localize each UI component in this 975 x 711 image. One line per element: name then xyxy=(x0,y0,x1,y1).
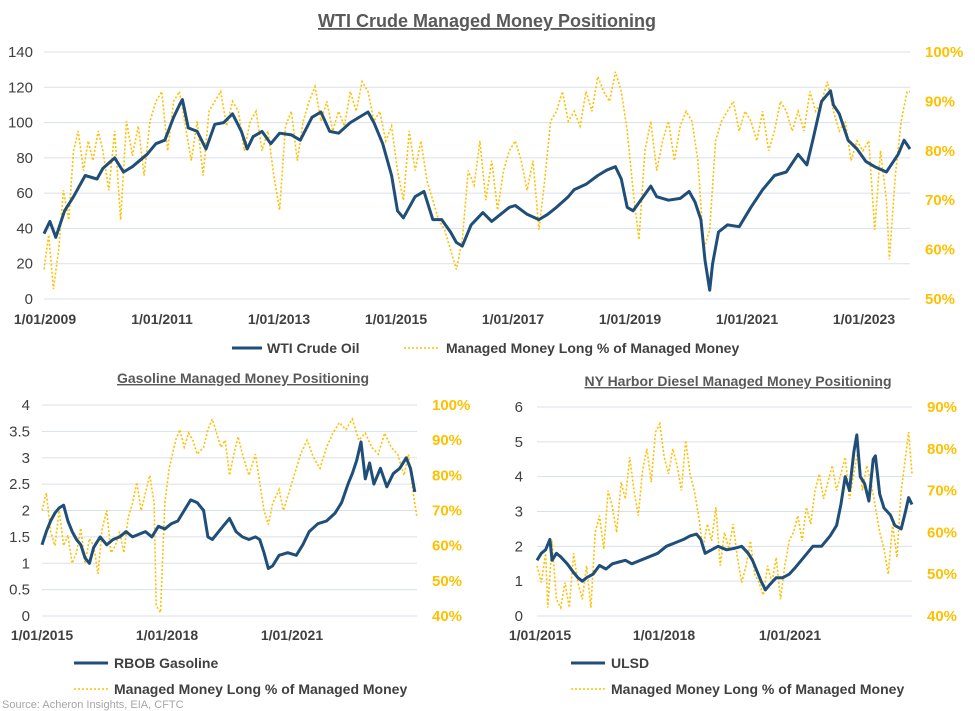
left-axis-tick: 6 xyxy=(515,399,523,416)
legend-label-wti-crude: WTI Crude Oil xyxy=(267,340,360,356)
gasoline-chart-title: Gasoline Managed Money Positioning xyxy=(117,370,369,386)
right-axis-tick: 80% xyxy=(927,441,957,458)
diesel-chart-title: NY Harbor Diesel Managed Money Positioni… xyxy=(584,373,891,389)
left-axis-tick: 0 xyxy=(25,291,33,308)
left-axis-tick: 2 xyxy=(515,538,523,555)
left-axis-tick: 4 xyxy=(22,397,30,414)
left-axis-tick: 60 xyxy=(16,185,33,202)
gasoline-legend: RBOB Gasoline Managed Money Long % of Ma… xyxy=(74,655,407,697)
price-series-line xyxy=(40,440,417,570)
legend-label-ulsd: ULSD xyxy=(611,655,649,671)
right-axis-tick: 80% xyxy=(432,467,462,484)
left-axis-tick: 3 xyxy=(22,450,30,467)
left-axis-tick: 1 xyxy=(515,573,523,590)
x-axis-tick: 1/01/2009 xyxy=(14,311,76,327)
x-axis-tick: 1/01/2019 xyxy=(599,311,661,327)
left-axis-tick: 0.5 xyxy=(9,582,30,599)
right-axis-tick: 70% xyxy=(927,483,957,500)
x-axis-tick: 1/01/2013 xyxy=(248,311,310,327)
left-axis-tick: 0 xyxy=(515,608,523,625)
source-note: Source: Acheron Insights, EIA, CFTC xyxy=(2,699,184,711)
x-axis-tick: 1/01/2021 xyxy=(759,627,821,643)
right-axis-tick: 70% xyxy=(925,192,955,209)
right-axis-tick: 100% xyxy=(925,44,963,61)
legend-label-managed-money: Managed Money Long % of Managed Money xyxy=(446,340,739,356)
wti-chart-title: WTI Crude Managed Money Positioning xyxy=(318,11,656,31)
x-axis-tick: 1/01/2015 xyxy=(365,311,427,327)
x-axis-tick: 1/01/2018 xyxy=(633,627,695,643)
legend-label-gasoline-managed-money: Managed Money Long % of Managed Money xyxy=(114,681,407,697)
right-axis-tick: 40% xyxy=(927,608,957,625)
x-axis-tick: 1/01/2021 xyxy=(716,311,778,327)
diesel-chart: NY Harbor Diesel Managed Money Positioni… xyxy=(509,373,957,697)
legend-label-rbob-gasoline: RBOB Gasoline xyxy=(114,655,218,671)
price-series-line xyxy=(535,433,914,592)
legend-label-diesel-managed-money: Managed Money Long % of Managed Money xyxy=(611,681,904,697)
x-axis-tick: 1/01/2023 xyxy=(833,311,895,327)
wti-chart: WTI Crude Managed Money Positioning 0 20 4… xyxy=(8,11,963,356)
gasoline-chart: Gasoline Managed Money Positioning 0 0.5 1… xyxy=(9,370,470,697)
left-axis-tick: 40 xyxy=(16,220,33,237)
left-axis-tick: 140 xyxy=(8,44,33,61)
right-axis-tick: 100% xyxy=(432,397,470,414)
left-axis-tick: 100 xyxy=(8,115,33,132)
right-axis-tick: 90% xyxy=(927,399,957,416)
left-axis-tick: 120 xyxy=(8,79,33,96)
right-axis-tick: 90% xyxy=(925,93,955,110)
right-axis-tick: 60% xyxy=(432,538,462,555)
x-axis-tick: 1/01/2017 xyxy=(482,311,544,327)
x-axis-tick: 1/01/2021 xyxy=(261,627,323,643)
right-axis-tick: 80% xyxy=(925,143,955,160)
wti-legend: WTI Crude Oil Managed Money Long % of Ma… xyxy=(232,340,739,356)
right-axis-tick: 40% xyxy=(432,608,462,625)
left-axis-tick: 80 xyxy=(16,150,33,167)
left-axis-tick: 3.5 xyxy=(9,423,30,440)
right-axis-tick: 90% xyxy=(432,432,462,449)
right-axis-tick: 50% xyxy=(925,291,955,308)
right-axis-tick: 60% xyxy=(927,524,957,541)
left-axis-tick: 0 xyxy=(22,608,30,625)
x-axis-tick: 1/01/2018 xyxy=(136,627,198,643)
left-axis-tick: 20 xyxy=(16,256,33,273)
price-series-line xyxy=(42,89,912,292)
right-axis-tick: 50% xyxy=(432,573,462,590)
right-axis-tick: 50% xyxy=(927,566,957,583)
left-axis-tick: 3 xyxy=(515,504,523,521)
x-axis-tick: 1/01/2015 xyxy=(509,627,571,643)
managed-money-series-line xyxy=(43,71,910,290)
left-axis-tick: 2.5 xyxy=(9,476,30,493)
left-axis-tick: 1.5 xyxy=(9,529,30,546)
left-axis-tick: 4 xyxy=(515,469,523,486)
right-axis-tick: 60% xyxy=(925,242,955,259)
managed-money-series-line xyxy=(41,416,418,616)
diesel-legend: ULSD Managed Money Long % of Managed Mon… xyxy=(571,655,904,697)
left-axis-tick: 2 xyxy=(22,503,30,520)
right-axis-tick: 70% xyxy=(432,503,462,520)
left-axis-tick: 1 xyxy=(22,555,30,572)
managed-money-series-line xyxy=(536,421,913,611)
left-axis-tick: 5 xyxy=(515,434,523,451)
x-axis-tick: 1/01/2015 xyxy=(11,627,73,643)
x-axis-tick: 1/01/2011 xyxy=(131,311,193,327)
